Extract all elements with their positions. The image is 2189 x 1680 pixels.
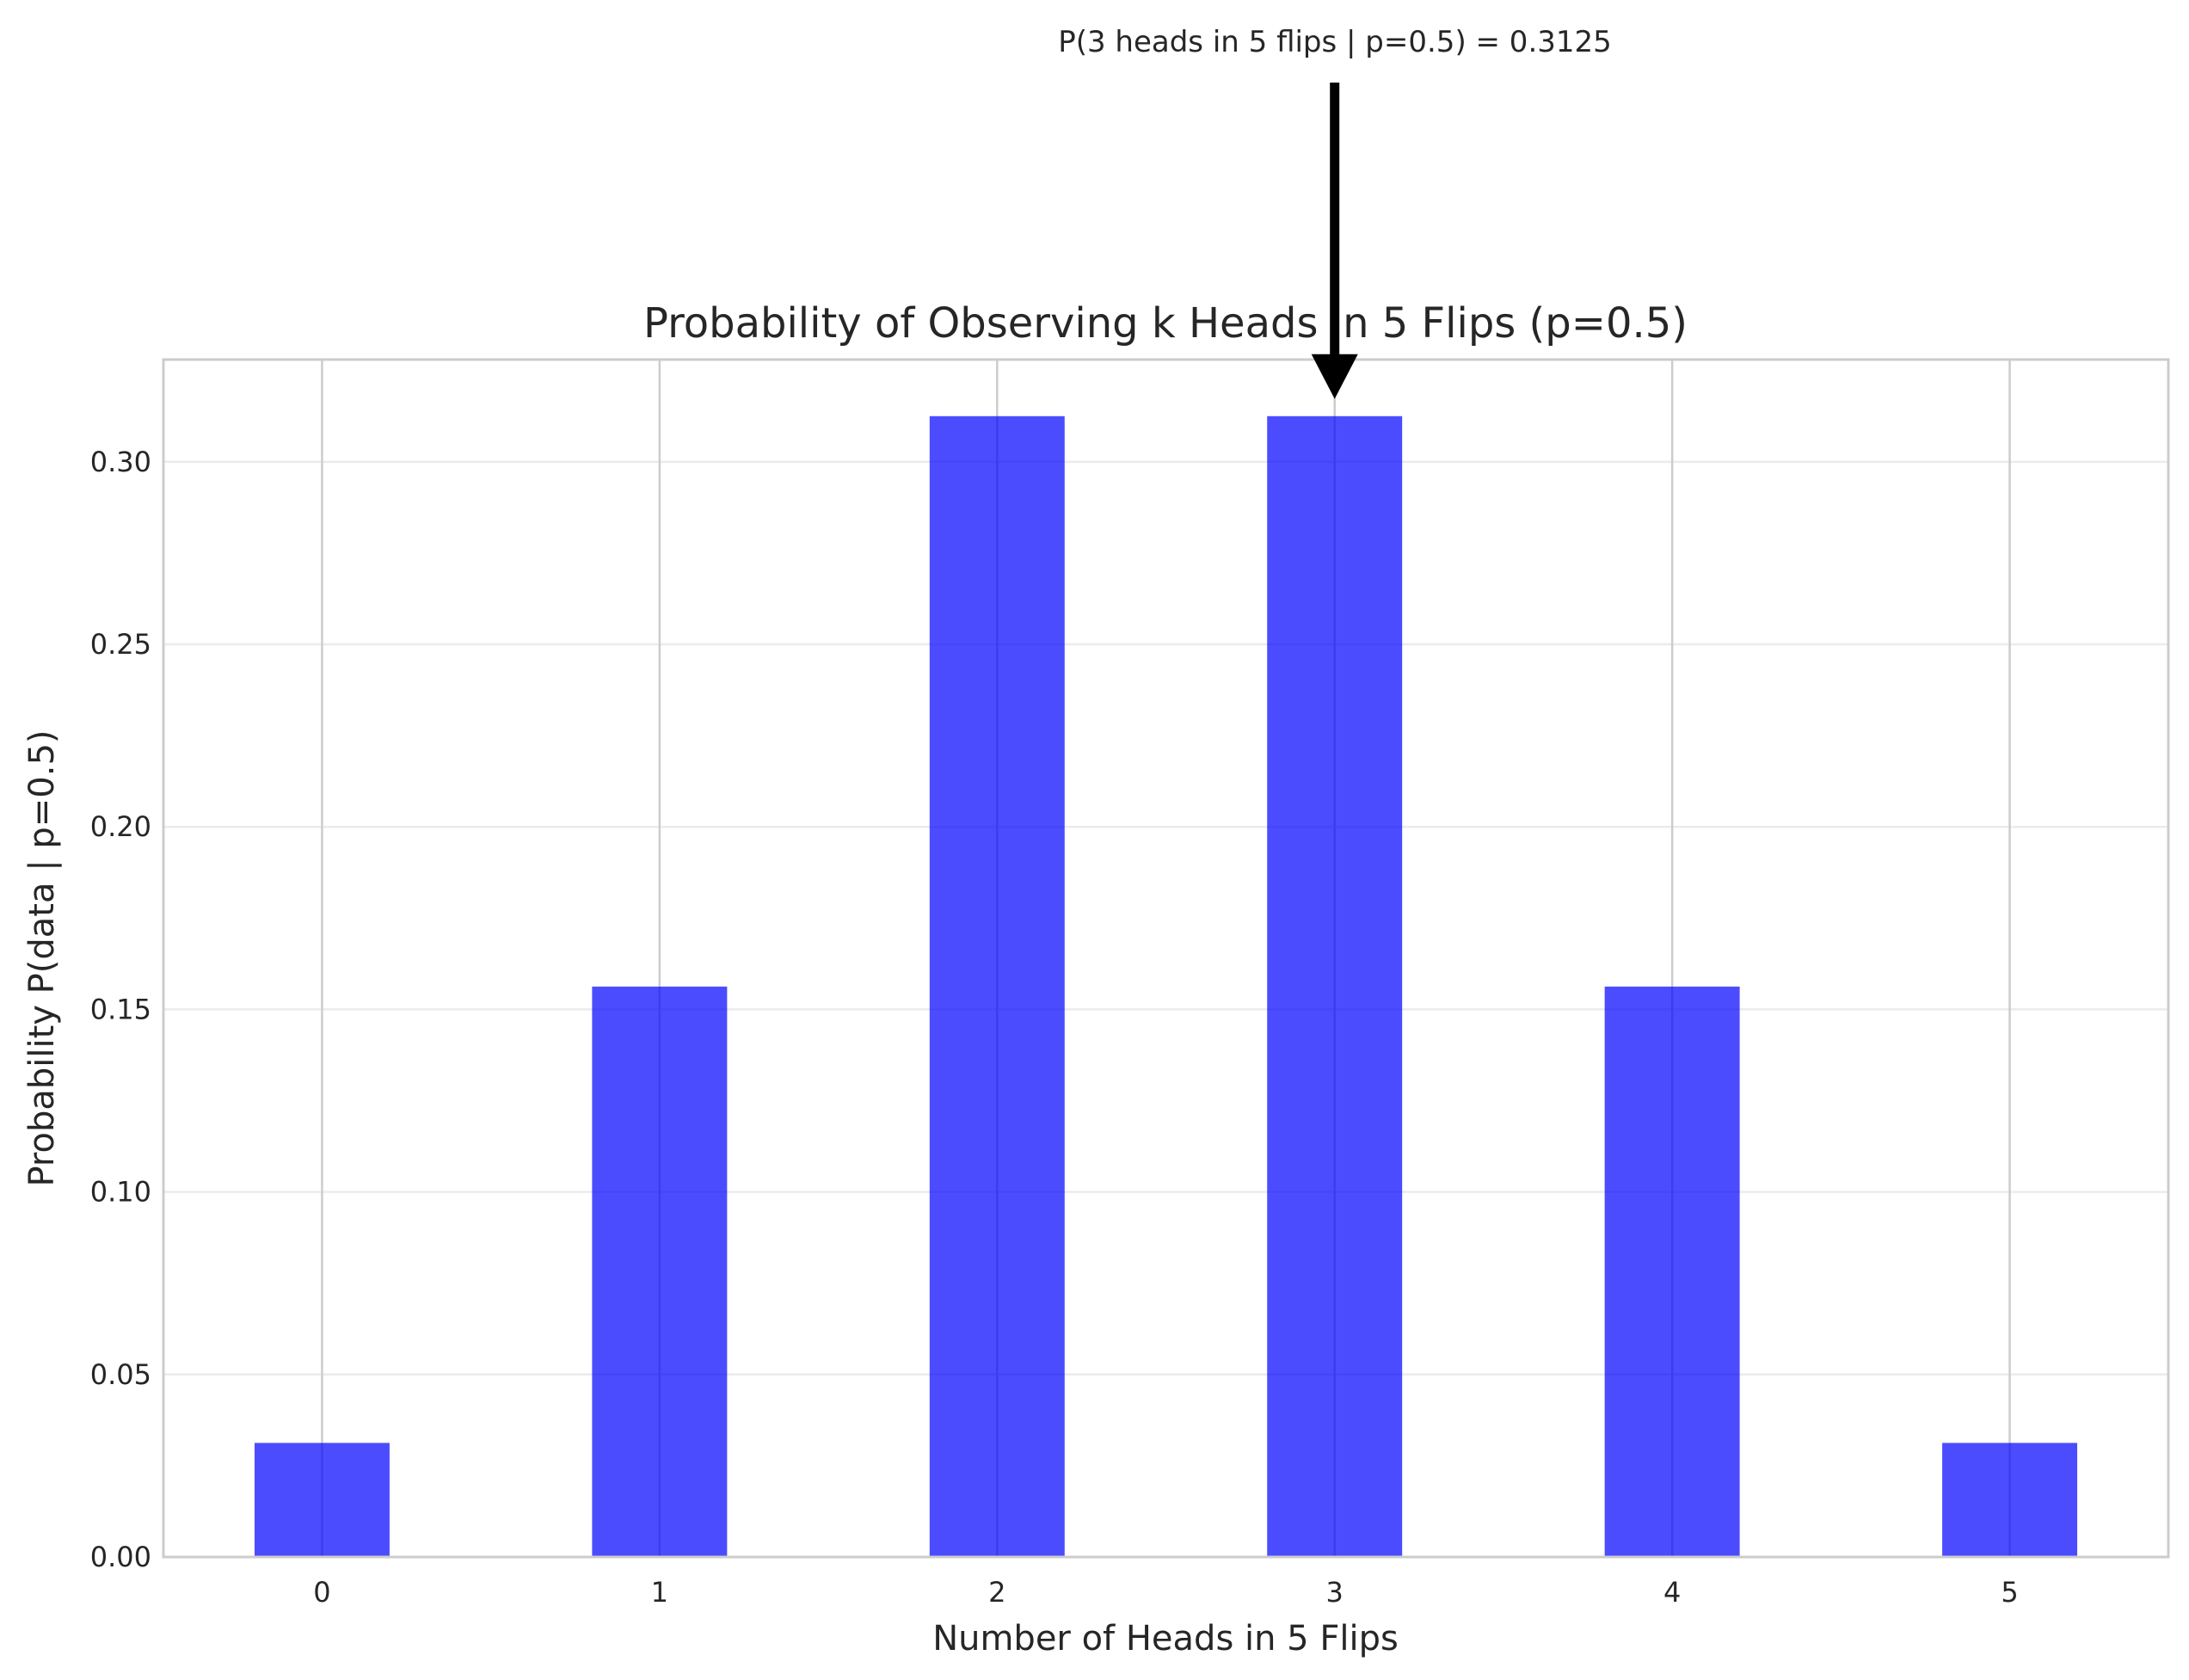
bar-5: [1942, 1443, 2078, 1557]
x-tick-label: 0: [313, 1576, 330, 1609]
bar-2: [929, 415, 1065, 1557]
y-axis-ticks: 0.00 0.05 0.10 0.15 0.20 0.25 0.30: [90, 446, 151, 1573]
x-axis-ticks: 0 1 2 3 4 5: [313, 1576, 2018, 1609]
y-tick-label: 0.30: [90, 446, 151, 478]
x-tick-label: 2: [988, 1576, 1005, 1609]
y-tick-label: 0.05: [90, 1358, 151, 1391]
chart-title: Probability of Observing k Heads in 5 Fl…: [643, 299, 1688, 348]
y-tick-label: 0.25: [90, 628, 151, 661]
x-tick-label: 5: [2001, 1576, 2018, 1609]
bar-1: [592, 986, 728, 1557]
annotation-arrow: [1311, 83, 1358, 399]
y-tick-label: 0.10: [90, 1176, 151, 1209]
y-tick-label: 0.20: [90, 810, 151, 843]
bar-0: [254, 1443, 390, 1557]
annotation-arrow-head: [1311, 354, 1358, 399]
y-tick-label: 0.00: [90, 1541, 151, 1573]
y-tick-label: 0.15: [90, 993, 151, 1025]
bar-3: [1267, 415, 1403, 1557]
bars: [254, 415, 2078, 1557]
x-axis-label: Number of Heads in 5 Flips: [932, 1619, 1399, 1658]
plot-area-background: [163, 360, 2168, 1557]
bar-4: [1604, 986, 1740, 1557]
x-tick-label: 1: [651, 1576, 668, 1609]
plot-area-border: [162, 358, 2170, 1559]
x-tick-label: 3: [1326, 1576, 1344, 1609]
annotation-text: P(3 heads in 5 flips | p=0.5) = 0.3125: [1058, 25, 1612, 59]
x-tick-label: 4: [1663, 1576, 1681, 1609]
y-axis-label: Probability P(data | p=0.5): [22, 729, 62, 1186]
